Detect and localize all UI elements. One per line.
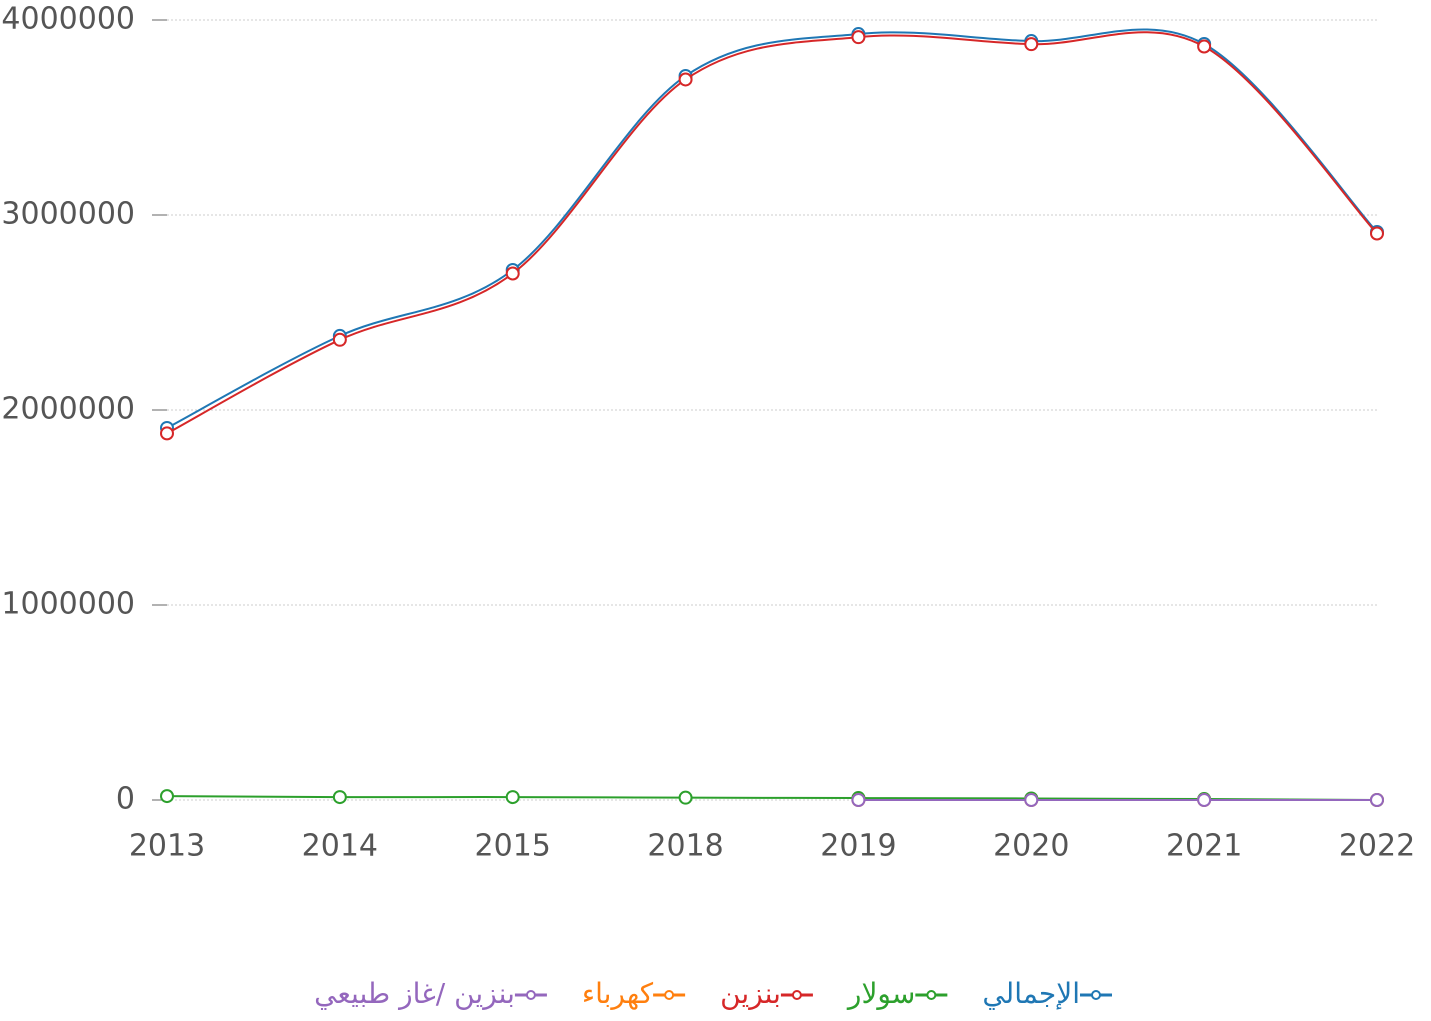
y-tick-label: 1000000	[1, 587, 135, 622]
data-point	[851, 793, 866, 807]
legend-marker	[791, 990, 802, 1000]
data-point	[1370, 793, 1384, 807]
y-tick-label: 0	[116, 782, 135, 817]
x-tick-label: 2014	[302, 829, 378, 864]
legend-marker	[525, 990, 536, 1000]
series-line	[166, 31, 1378, 435]
data-point	[1197, 793, 1212, 807]
data-point	[332, 332, 347, 347]
y-tick-label: 4000000	[1, 2, 135, 37]
legend-label: كهرباء	[582, 977, 654, 1010]
legend-label: سولار	[846, 977, 915, 1010]
legend-marker	[926, 990, 937, 1000]
data-point	[332, 790, 347, 805]
data-point	[505, 790, 520, 805]
y-tick-label: 2000000	[1, 392, 135, 427]
legend-label: بنزين /غاز طبيعي	[314, 977, 515, 1010]
data-point	[678, 790, 693, 805]
x-tick-label: 2019	[820, 829, 896, 864]
x-tick-label: 2013	[129, 829, 205, 864]
legend-label: الإجمالي	[982, 977, 1080, 1010]
data-point	[851, 30, 866, 45]
x-tick-label: 2020	[993, 829, 1069, 864]
y-tick-label: 3000000	[1, 197, 135, 232]
series-line	[166, 795, 1378, 801]
legend-marker	[664, 990, 675, 1000]
data-point	[1370, 226, 1384, 241]
data-point	[505, 266, 520, 281]
data-point	[678, 72, 693, 87]
data-point	[160, 426, 174, 441]
x-tick-label: 2021	[1166, 829, 1242, 864]
x-tick-label: 2018	[647, 829, 723, 864]
data-point	[1197, 39, 1212, 54]
series-line	[166, 28, 1378, 429]
data-point	[160, 789, 174, 804]
x-tick-label: 2015	[475, 829, 551, 864]
legend-marker	[1091, 990, 1101, 1000]
data-point	[1024, 37, 1039, 52]
x-tick-label: 2022	[1339, 829, 1415, 864]
legend-label: بنزين	[720, 977, 781, 1010]
data-point	[1024, 793, 1039, 807]
